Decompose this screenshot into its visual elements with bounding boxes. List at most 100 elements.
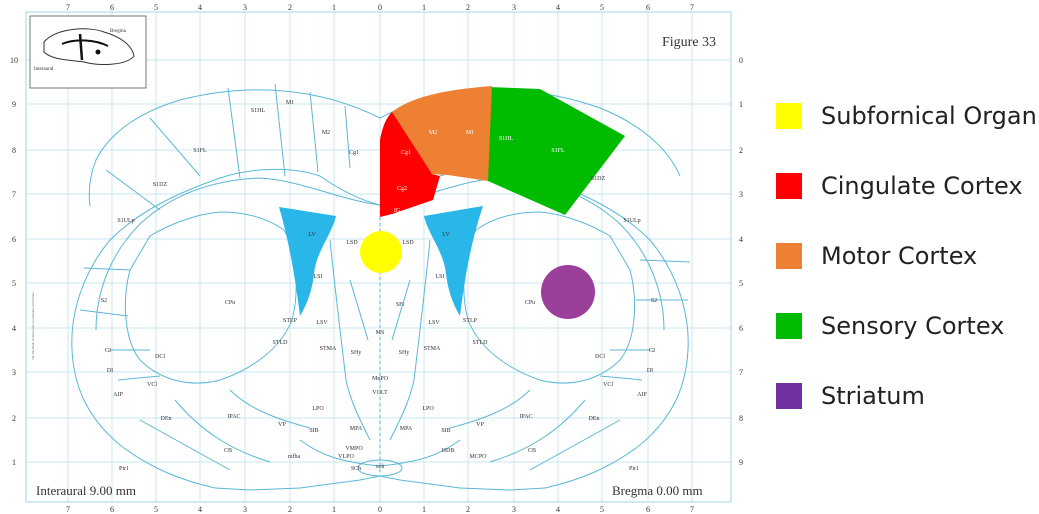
region-label-gi-right: GI	[649, 348, 655, 354]
left-tick-label: 4	[12, 324, 16, 333]
region-label-shy-left: SHy	[351, 350, 362, 356]
region-label-m1-left: M1	[286, 100, 294, 106]
region-label-vcl-left: VCl	[147, 382, 157, 388]
top-tick-label: 1	[422, 3, 426, 12]
bottom-tick-label: 0	[378, 505, 382, 514]
region-label-lv-left: LV	[308, 232, 316, 238]
region-label-pir1-left: Pir1	[119, 466, 129, 472]
right-axis-ticks: 0 1 2 3 4 5 6 7 8 9	[739, 56, 743, 467]
region-label-cpu-right: CPu	[525, 300, 535, 306]
subfornical-organ-highlight	[360, 231, 402, 273]
top-tick-label: 3	[243, 3, 247, 12]
right-tick-label: 4	[739, 235, 743, 244]
region-label-vp-right: VP	[476, 422, 484, 428]
legend-swatch	[776, 243, 802, 269]
legend-label: Striatum	[821, 382, 925, 410]
region-label-di-left: DI	[107, 368, 113, 374]
left-tick-label: 9	[12, 100, 16, 109]
region-label-s1ulp-left: S1ULp	[117, 218, 134, 224]
bottom-tick-label: 2	[288, 505, 292, 514]
region-labels: S1FL S1HL M1 M2 Cg1 S1DZ S1ULp S2 CPu GI DI AIP VCl D…	[101, 100, 657, 472]
bottom-tick-label: 1	[422, 505, 426, 514]
motor-cortex-highlight	[392, 86, 492, 181]
left-tick-label: 10	[10, 56, 18, 65]
region-label-aip-right: AIP	[637, 392, 647, 398]
bottom-tick-label: 6	[110, 505, 114, 514]
top-tick-label: 5	[154, 3, 158, 12]
region-label-den-left: DEn	[161, 416, 172, 422]
bottom-tick-label: 1	[332, 505, 336, 514]
region-label-mcpo-right: MCPO	[469, 454, 487, 460]
region-label-ms-mid: MS	[376, 330, 385, 336]
region-label-lsd-left: LSD	[346, 240, 358, 246]
left-axis-ticks: 10 9 8 7 6 5 4 3 2 1	[10, 56, 18, 467]
right-tick-label: 0	[739, 56, 743, 65]
legend-swatch	[776, 313, 802, 339]
bottom-tick-label: 3	[243, 505, 247, 514]
legend-swatch	[776, 103, 802, 129]
region-label-vmpo-left: VMPO	[345, 446, 363, 452]
region-label-ipac-right: IPAC	[519, 414, 532, 420]
region-label-s2-right: S2	[651, 298, 657, 304]
legend-item-sensory-cortex: Sensory Cortex	[776, 312, 1004, 340]
region-label-dcl-right: DCl	[595, 354, 605, 360]
region-label-mpa-left: MPA	[350, 426, 363, 432]
region-label-den-right: DEn	[589, 416, 600, 422]
region-label-aip-left: AIP	[113, 392, 123, 398]
region-label-lsi-right: LSI	[436, 274, 445, 280]
region-label-stma-right: STMA	[424, 346, 441, 352]
region-label-s1hl-left: S1HL	[251, 108, 266, 114]
left-tick-label: 8	[12, 146, 16, 155]
left-tick-label: 3	[12, 368, 16, 377]
left-hemisphere-outline	[71, 168, 381, 491]
top-tick-label: 4	[198, 3, 202, 12]
region-label-lv-right: LV	[442, 232, 450, 238]
region-label-s2-left: S2	[101, 298, 107, 304]
region-label-och-mid: och	[376, 464, 385, 470]
legend-item-striatum: Striatum	[776, 382, 925, 410]
region-label-lsd-right: LSD	[402, 240, 414, 246]
region-label-cb-right: CB	[528, 448, 536, 454]
region-label-s1hl-right: S1HL	[499, 136, 514, 142]
right-tick-label: 1	[739, 100, 743, 109]
legend-label: Cingulate Cortex	[821, 172, 1023, 200]
copyright-text: The Rat Brain in Stereotaxic Coordinates…	[31, 292, 35, 360]
top-tick-label: 6	[110, 3, 114, 12]
legend-swatch	[776, 173, 802, 199]
left-tick-label: 1	[12, 458, 16, 467]
bottom-tick-label: 4	[556, 505, 560, 514]
region-label-stlp-left: STLP	[283, 318, 298, 324]
region-label-lpo-left: LPO	[312, 406, 324, 412]
bottom-tick-label: 2	[466, 505, 470, 514]
figure-title: Figure 33	[662, 35, 716, 50]
region-label-mpa-right: MPA	[400, 426, 413, 432]
region-label-ipac-left: IPAC	[227, 414, 240, 420]
legend-item-cingulate-cortex: Cingulate Cortex	[776, 172, 1023, 200]
region-label-stld-right: STLD	[473, 340, 489, 346]
region-label-cb-left: CB	[224, 448, 232, 454]
top-tick-label: 0	[378, 3, 382, 12]
cingulate-cortex-highlight	[380, 112, 440, 217]
left-tick-label: 7	[12, 190, 16, 199]
left-lateral-ventricle	[279, 207, 336, 316]
region-label-mnpo-mid: MnPO	[372, 376, 389, 382]
legend-swatch	[776, 383, 802, 409]
region-label-di-right: DI	[647, 368, 653, 374]
bottom-tick-label: 4	[198, 505, 202, 514]
legend-item-subfornical-organ: Subfornical Organ	[776, 102, 1037, 130]
region-label-vlpo-left: VLPO	[338, 454, 354, 460]
region-label-s1dz-right: S1DZ	[591, 176, 606, 182]
region-label-lsv-left: LSV	[316, 320, 328, 326]
region-label-hdb-right: HDB	[442, 448, 455, 454]
region-label-stma-left: STMA	[320, 346, 337, 352]
interaural-label: Interaural 9.00 mm	[36, 483, 136, 498]
sagittal-inset: Bregma Interaural	[29, 15, 147, 89]
region-label-gi-left: GI	[105, 348, 111, 354]
region-label-ig-right: IG	[394, 208, 401, 214]
right-tick-label: 2	[739, 146, 743, 155]
bottom-tick-label: 3	[512, 505, 516, 514]
region-label-stld-left: STLD	[273, 340, 289, 346]
legend-item-motor-cortex: Motor Cortex	[776, 242, 977, 270]
region-label-s1dz-left: S1DZ	[153, 182, 168, 188]
